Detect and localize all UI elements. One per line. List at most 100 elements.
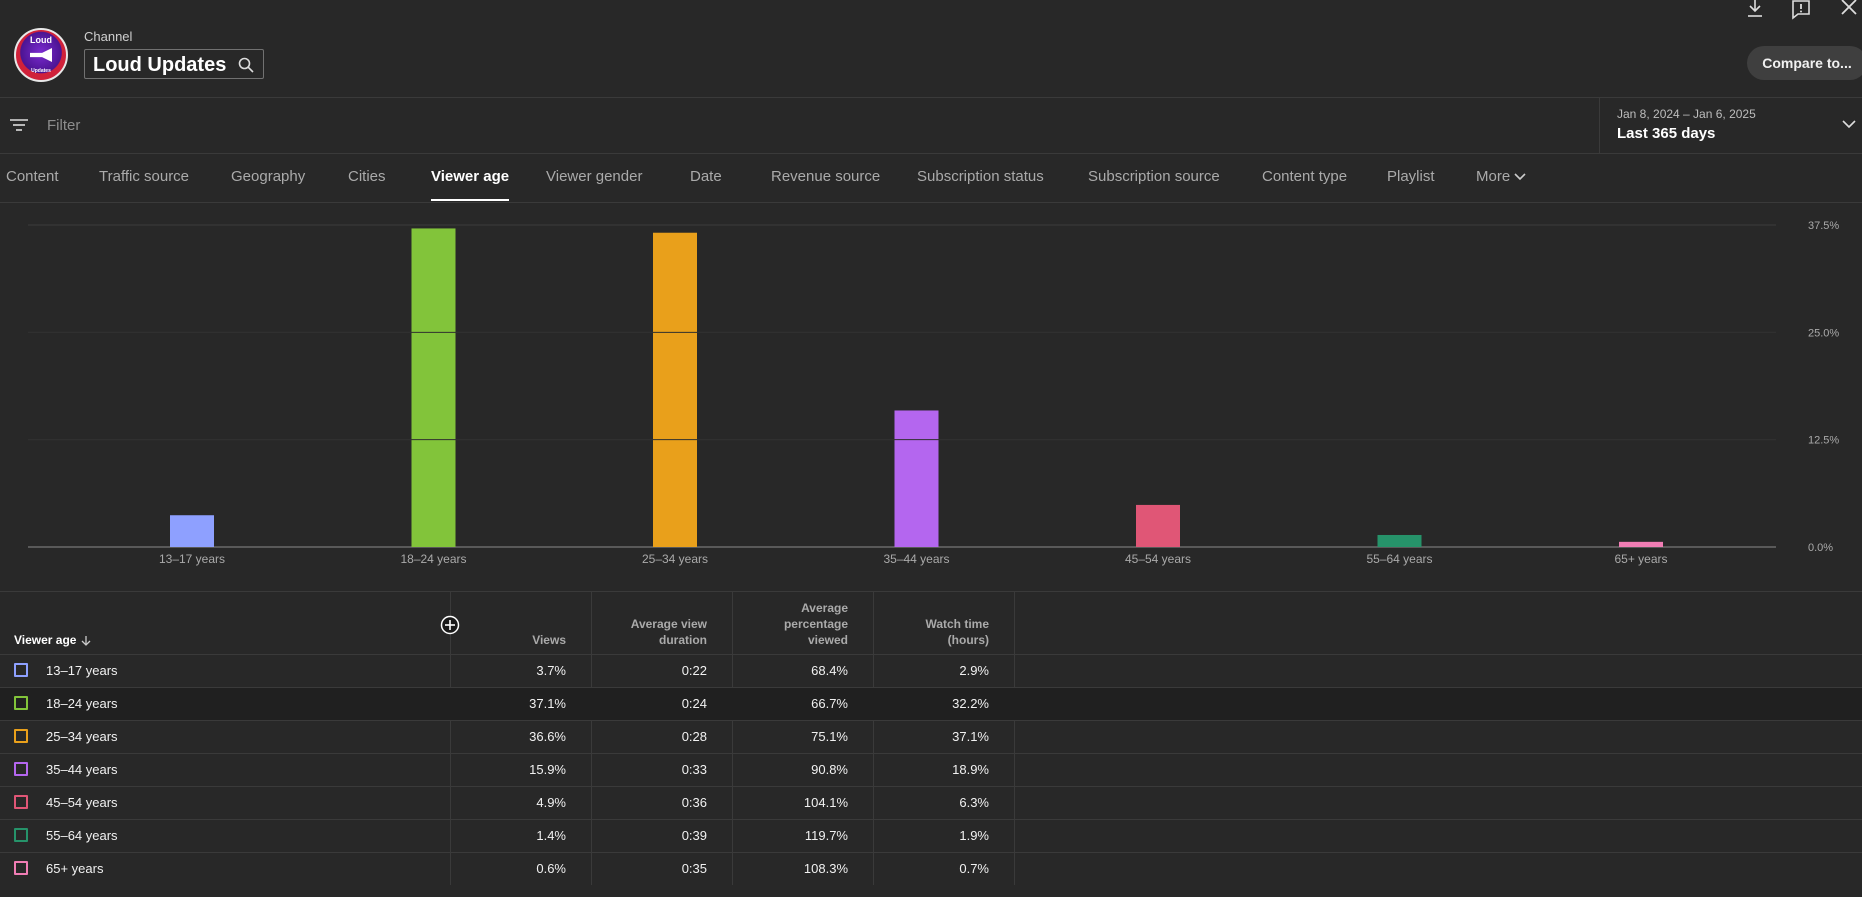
table-row[interactable]: 13–17 years 3.7% 0:22 68.4% 2.9% xyxy=(0,654,1862,687)
viewer-age-table: Viewer age Views Average view duration A… xyxy=(0,592,1862,897)
series-checkbox[interactable] xyxy=(14,729,28,743)
table-row[interactable]: 35–44 years 15.9% 0:33 90.8% 18.9% xyxy=(0,753,1862,786)
channel-name: Loud Updates xyxy=(93,54,227,76)
table-row[interactable]: 25–34 years 36.6% 0:28 75.1% 37.1% xyxy=(0,720,1862,753)
row-watch-time: 1.9% xyxy=(959,828,989,843)
row-avg-view-duration: 0:39 xyxy=(681,828,707,843)
tab-date[interactable]: Date xyxy=(690,168,722,185)
tab-content-type[interactable]: Content type xyxy=(1262,168,1348,185)
row-views: 37.1% xyxy=(529,696,566,711)
tab-more-label: More xyxy=(1476,168,1511,185)
tab-geography[interactable]: Geography xyxy=(231,168,306,185)
series-checkbox[interactable] xyxy=(14,828,28,842)
row-avg-percentage-viewed: 66.7% xyxy=(811,696,848,711)
row-watch-time: 6.3% xyxy=(959,795,989,810)
download-icon[interactable] xyxy=(1744,0,1766,18)
series-checkbox[interactable] xyxy=(14,696,28,710)
chevron-down-icon xyxy=(1514,173,1526,181)
header-viewer-age[interactable]: Viewer age xyxy=(14,632,92,648)
tab-viewer-gender[interactable]: Viewer gender xyxy=(546,168,643,185)
table-row[interactable]: 18–24 years 37.1% 0:24 66.7% 32.2% xyxy=(0,687,1862,720)
table-row[interactable]: 55–64 years 1.4% 0:39 119.7% 1.9% xyxy=(0,819,1862,852)
tab-traffic-source[interactable]: Traffic source xyxy=(99,168,190,185)
row-watch-time: 18.9% xyxy=(952,762,989,777)
bar[interactable] xyxy=(894,410,939,547)
row-watch-time: 0.7% xyxy=(959,861,989,876)
avatar-logo-text: Loud xyxy=(30,35,52,45)
row-age: 25–34 years xyxy=(46,729,118,744)
row-avg-view-duration: 0:22 xyxy=(681,663,707,678)
close-icon[interactable] xyxy=(1838,0,1858,16)
header-watch-time-line2: (hours) xyxy=(947,633,989,647)
filter-icon[interactable] xyxy=(10,118,28,132)
add-metric-icon[interactable] xyxy=(440,615,460,635)
bar[interactable] xyxy=(170,515,214,547)
bar[interactable] xyxy=(1619,541,1663,547)
megaphone-icon xyxy=(30,48,52,62)
tab-cities[interactable]: Cities xyxy=(348,168,386,185)
feedback-icon[interactable] xyxy=(1790,0,1812,20)
channel-selector[interactable]: Loud Updates xyxy=(84,49,264,79)
tab-revenue-source[interactable]: Revenue source xyxy=(771,168,881,185)
row-age: 35–44 years xyxy=(46,762,118,777)
series-checkbox[interactable] xyxy=(14,795,28,809)
header-views[interactable]: Views xyxy=(532,633,566,647)
row-views: 1.4% xyxy=(536,828,566,843)
header-avg-pct-line2: percentage xyxy=(783,617,848,631)
row-avg-percentage-viewed: 119.7% xyxy=(804,828,848,843)
row-avg-view-duration: 0:28 xyxy=(681,729,707,744)
compare-button[interactable]: Compare to... xyxy=(1747,46,1862,80)
row-avg-view-duration: 0:36 xyxy=(681,795,707,810)
x-tick-label: 18–24 years xyxy=(400,552,466,566)
header-watch-time-line1: Watch time xyxy=(925,617,989,631)
tab-playlist[interactable]: Playlist xyxy=(1387,168,1435,185)
row-views: 3.7% xyxy=(536,663,566,678)
header: Loud Updates Channel Loud Updates Compar… xyxy=(0,0,1862,98)
header-avg-pct-line3: viewed xyxy=(807,633,848,647)
row-age: 65+ years xyxy=(46,861,104,876)
row-views: 4.9% xyxy=(536,795,566,810)
y-tick-label: 0.0% xyxy=(1808,542,1833,554)
search-icon[interactable] xyxy=(237,56,255,74)
bar[interactable] xyxy=(411,228,456,547)
header-avg-pct-line1: Average xyxy=(801,601,848,615)
y-tick-label: 25.0% xyxy=(1808,327,1839,339)
tab-subscription-source[interactable]: Subscription source xyxy=(1088,168,1220,185)
tab-content[interactable]: Content xyxy=(6,168,59,185)
header-avg-view-duration-line2: duration xyxy=(659,633,707,647)
row-avg-view-duration: 0:24 xyxy=(681,696,707,711)
column-divider xyxy=(873,592,874,885)
filter-input[interactable] xyxy=(45,113,549,137)
bar[interactable] xyxy=(1136,504,1180,547)
table-row[interactable]: 45–54 years 4.9% 0:36 104.1% 6.3% xyxy=(0,786,1862,819)
sort-down-icon[interactable] xyxy=(80,635,92,647)
header-avg-percentage-viewed[interactable]: Average percentage viewed xyxy=(748,600,848,648)
row-avg-percentage-viewed: 68.4% xyxy=(811,663,848,678)
row-watch-time: 32.2% xyxy=(952,696,989,711)
series-checkbox[interactable] xyxy=(14,861,28,875)
header-viewer-age-label: Viewer age xyxy=(14,633,77,647)
row-views: 36.6% xyxy=(529,729,566,744)
x-tick-label: 35–44 years xyxy=(883,552,949,566)
row-watch-time: 2.9% xyxy=(959,663,989,678)
bar[interactable] xyxy=(1377,534,1422,547)
channel-avatar[interactable]: Loud Updates xyxy=(14,28,68,82)
row-age: 13–17 years xyxy=(46,663,118,678)
tab-subscription-status[interactable]: Subscription status xyxy=(917,168,1044,185)
tab-bar: Content Traffic source Geography Cities … xyxy=(0,154,1862,203)
date-range-label: Last 365 days xyxy=(1617,125,1716,142)
row-views: 0.6% xyxy=(536,861,566,876)
series-checkbox[interactable] xyxy=(14,663,28,677)
filter-bar: Jan 8, 2024 – Jan 6, 2025 Last 365 days xyxy=(0,98,1862,154)
date-range-selector[interactable]: Jan 8, 2024 – Jan 6, 2025 Last 365 days xyxy=(1599,98,1862,153)
bar[interactable] xyxy=(653,232,697,547)
header-watch-time[interactable]: Watch time (hours) xyxy=(889,616,989,648)
row-avg-view-duration: 0:33 xyxy=(681,762,707,777)
channel-label: Channel xyxy=(84,29,133,44)
header-avg-view-duration[interactable]: Average view duration xyxy=(607,616,707,648)
tab-more[interactable]: More xyxy=(1476,168,1527,185)
tab-viewer-age[interactable]: Viewer age xyxy=(431,168,510,201)
table-row[interactable]: 65+ years 0.6% 0:35 108.3% 0.7% xyxy=(0,852,1862,885)
row-avg-view-duration: 0:35 xyxy=(681,861,707,876)
series-checkbox[interactable] xyxy=(14,762,28,776)
